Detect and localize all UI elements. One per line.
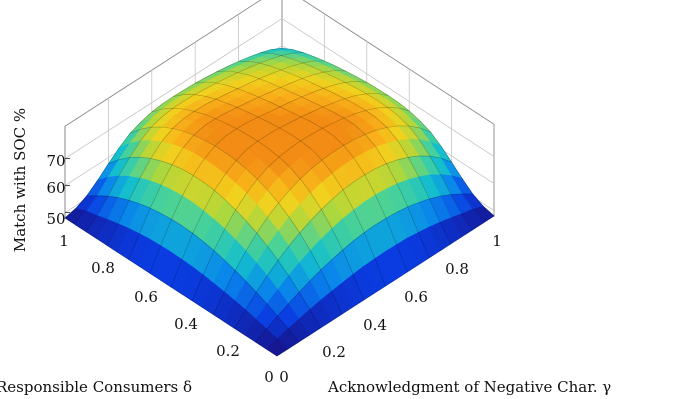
- z-tick-2: 70: [46, 152, 65, 170]
- x-axis-label: Acknowledgment of Negative Char. γ: [327, 378, 611, 396]
- y-tick-3: 0.6: [134, 288, 158, 306]
- mesh-line: [234, 155, 452, 329]
- x-tick-1: 0.2: [322, 343, 346, 361]
- mesh-line: [276, 215, 495, 357]
- mesh-line: [173, 94, 386, 287]
- y-tick-1: 0.2: [216, 342, 240, 360]
- mesh-line: [238, 60, 451, 245]
- x-tick-3: 0.6: [404, 288, 428, 306]
- x-tick-5: 1: [492, 232, 502, 250]
- x-tick-4: 0.8: [445, 260, 469, 278]
- mesh-line: [85, 52, 304, 232]
- mesh-line: [281, 48, 495, 217]
- mesh-line: [64, 217, 278, 357]
- axes-ticks: [64, 126, 70, 218]
- mesh-line: [108, 156, 321, 329]
- mesh-line: [149, 80, 367, 274]
- mesh-line: [129, 126, 343, 315]
- mesh-line: [260, 52, 473, 231]
- z-tick-1: 60: [46, 179, 65, 197]
- mesh-line: [191, 106, 410, 301]
- mesh-line: [255, 193, 473, 343]
- z-tick-0: 50: [46, 210, 65, 228]
- mesh-line: [195, 81, 408, 273]
- surface-patch: [265, 338, 289, 357]
- wall-grid-z: [64, 18, 495, 159]
- mesh-line: [170, 93, 389, 288]
- x-tick-0: 0: [279, 368, 289, 386]
- mesh-line: [213, 125, 431, 315]
- z-axis-label: Match with SOC %: [11, 108, 29, 252]
- x-tick-2: 0.4: [363, 316, 387, 334]
- mesh-line: [151, 107, 365, 301]
- surface-mesh: [64, 47, 495, 357]
- y-tick-5: 1: [59, 232, 69, 250]
- mesh-line: [128, 70, 346, 260]
- mesh-line: [86, 195, 299, 343]
- y-tick-0: 0: [264, 368, 274, 386]
- y-tick-4: 0.8: [91, 259, 115, 277]
- mesh-line: [64, 48, 283, 219]
- mesh-line: [216, 70, 430, 259]
- mesh-line: [107, 60, 325, 246]
- y-tick-2: 0.4: [174, 315, 198, 333]
- y-axis-label: Responsible Consumers δ: [0, 378, 192, 396]
